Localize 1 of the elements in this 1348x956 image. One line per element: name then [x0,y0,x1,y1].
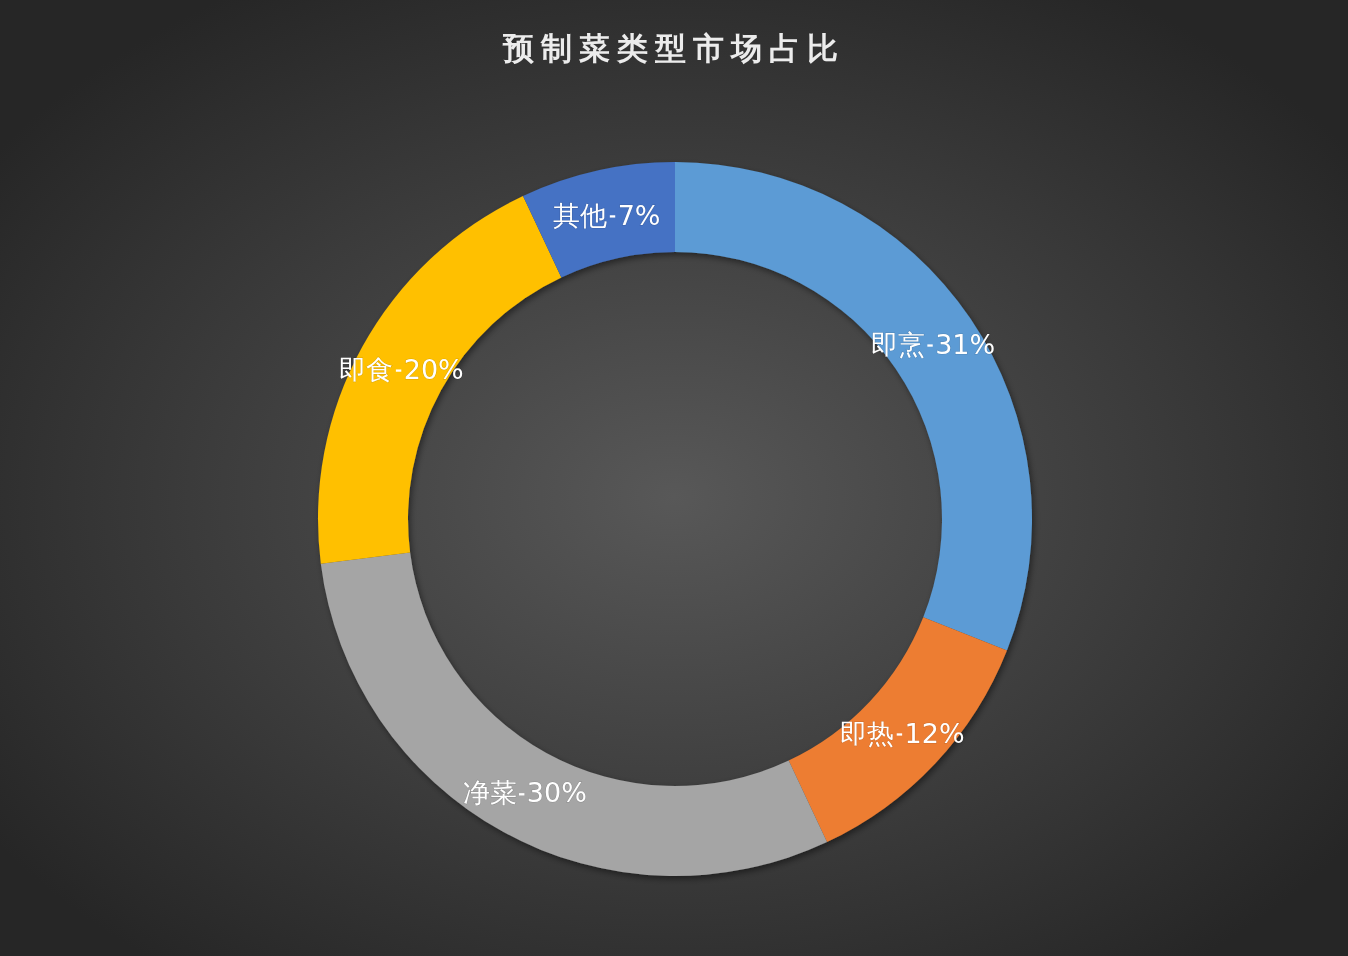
title: 预制菜类型市场占比 [503,30,845,66]
